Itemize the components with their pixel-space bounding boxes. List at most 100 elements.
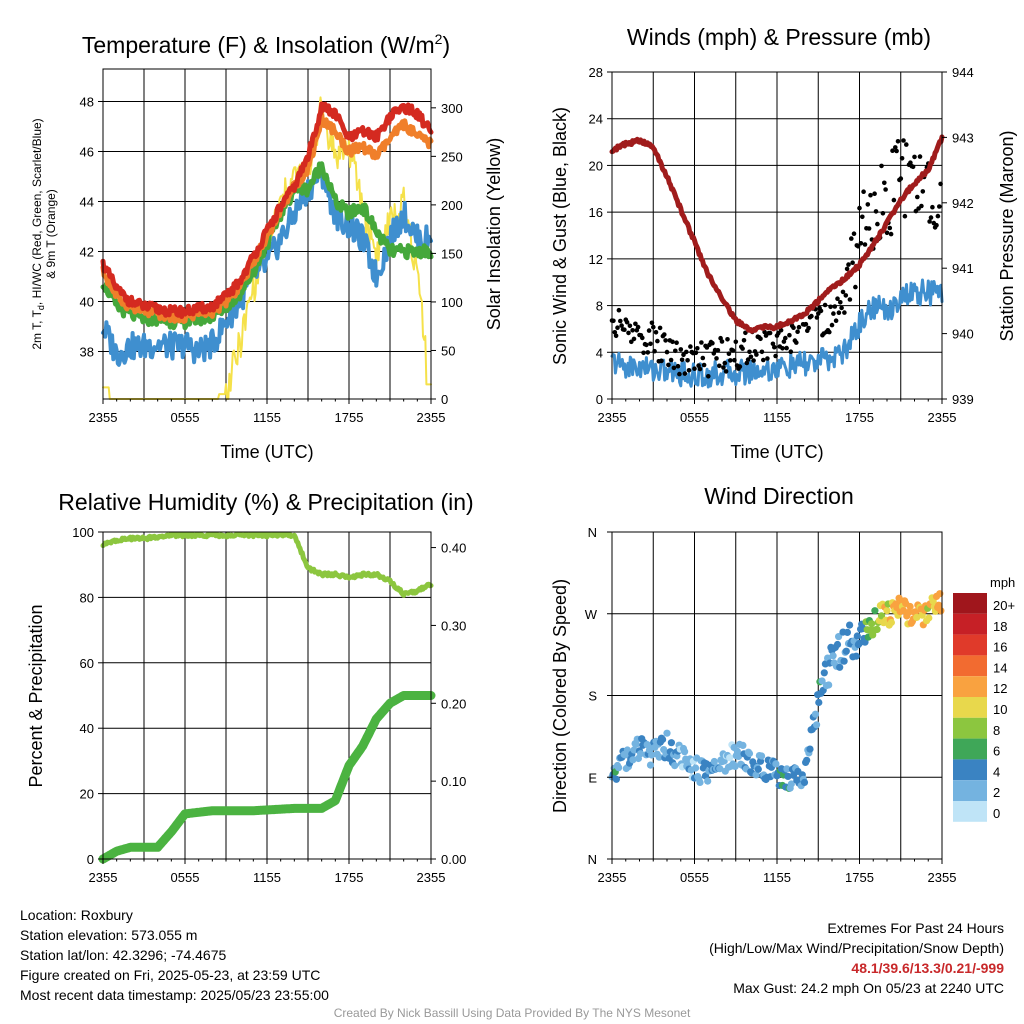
direction-point xyxy=(800,778,809,787)
direction-point xyxy=(612,775,621,783)
direction-point xyxy=(806,745,814,753)
direction-point xyxy=(716,765,724,773)
y2-tick-label: 200 xyxy=(441,198,463,213)
y2-tick-label: 941 xyxy=(952,261,974,276)
legend-label: 18 xyxy=(993,619,1007,634)
gust-point xyxy=(851,231,857,236)
gust-point xyxy=(840,289,846,295)
gust-point xyxy=(831,311,836,316)
temp2m-line xyxy=(100,101,434,319)
direction-point xyxy=(803,756,811,764)
legend-label: 14 xyxy=(993,660,1007,675)
x-tick-label: 1155 xyxy=(253,410,281,425)
gust-point xyxy=(701,362,707,368)
legend-label: 16 xyxy=(993,640,1007,655)
y2-tick-label: 939 xyxy=(952,392,974,407)
gust-point xyxy=(862,242,868,247)
gust-point xyxy=(728,358,733,363)
gust-point xyxy=(722,360,728,366)
gust-point xyxy=(898,176,904,181)
x-tick-label: 1755 xyxy=(845,870,874,885)
gust-point xyxy=(619,323,624,328)
gust-point xyxy=(622,327,627,333)
gust-point xyxy=(666,362,671,368)
x-tick-label: 2355 xyxy=(928,870,957,885)
gust-point xyxy=(668,357,674,363)
direction-point xyxy=(787,780,795,788)
y-tick-label: 38 xyxy=(80,345,94,360)
gust-point xyxy=(670,339,675,345)
direction-point xyxy=(913,613,921,622)
rh-xticks: 2355 0555 1155 1755 2355 xyxy=(89,859,445,885)
y-tick-label: 100 xyxy=(72,525,94,540)
gust-point xyxy=(733,339,739,345)
gust-point xyxy=(787,332,792,338)
y2-tick-label: 250 xyxy=(441,149,463,164)
x-tick-label: 2355 xyxy=(417,410,446,425)
gust-point xyxy=(648,341,653,347)
x-tick-label: 2355 xyxy=(89,870,118,885)
gust-point xyxy=(737,364,743,369)
gust-point xyxy=(758,336,763,342)
direction-point xyxy=(772,760,780,768)
gust-point xyxy=(612,330,618,335)
extremes-subtitle: (High/Low/Max Wind/Precipitation/Snow De… xyxy=(709,940,1004,956)
gust-point xyxy=(901,138,906,143)
gust-point xyxy=(930,204,935,210)
gust-point xyxy=(624,319,630,325)
temp-yticks-right: 300 250 200 150 100 50 0 xyxy=(431,101,463,407)
legend-swatch xyxy=(953,759,987,781)
gust-point xyxy=(613,333,619,339)
extremes-box: Extremes For Past 24 Hours (High/Low/Max… xyxy=(709,918,1004,998)
y2-tick-label: 50 xyxy=(441,343,455,358)
gust-point xyxy=(730,348,736,353)
rh-line xyxy=(100,531,434,598)
station-info: Location: Roxbury Station elevation: 573… xyxy=(20,905,329,1005)
legend-label: 4 xyxy=(993,764,1000,779)
direction-point xyxy=(615,764,623,772)
gust-point xyxy=(627,323,633,329)
direction-point xyxy=(853,632,861,640)
gust-point xyxy=(910,164,916,170)
y-tick-label: 20 xyxy=(80,787,94,802)
y-tick-label: 16 xyxy=(589,205,603,220)
gust-point xyxy=(893,145,898,150)
gust-point xyxy=(839,305,844,311)
gust-point xyxy=(833,318,839,324)
y-tick-label: 4 xyxy=(596,345,603,360)
direction-point xyxy=(646,761,655,769)
gust-point xyxy=(865,202,871,207)
direction-point xyxy=(731,762,739,771)
y-tick-label: 48 xyxy=(80,95,94,110)
gust-point xyxy=(829,322,835,328)
y-tick-label: 0 xyxy=(596,392,603,407)
direction-point xyxy=(829,652,837,660)
y-tick-label: E xyxy=(588,770,597,785)
gust-point xyxy=(814,315,820,320)
rh-panel: Relative Humidity (%) & Precipitation (i… xyxy=(26,489,474,885)
gust-point xyxy=(655,338,660,344)
legend-swatch xyxy=(953,676,987,697)
gust-point xyxy=(784,345,789,351)
x-tick-label: 2355 xyxy=(89,410,118,425)
gust-point xyxy=(615,325,620,331)
wind-ylabel-left: Sonic Wind & Gust (Blue, Black) xyxy=(550,107,570,365)
gust-point xyxy=(883,187,888,192)
direction-point xyxy=(873,625,881,634)
gust-point xyxy=(917,154,923,159)
gust-point xyxy=(902,213,908,219)
direction-point xyxy=(843,628,852,637)
gust-point xyxy=(751,358,756,363)
gust-point xyxy=(686,368,692,373)
gust-point xyxy=(795,329,800,335)
legend-swatch xyxy=(953,697,987,718)
gust-point xyxy=(652,348,657,354)
gust-point xyxy=(818,308,824,314)
gust-point xyxy=(908,160,913,165)
direction-point xyxy=(643,741,651,749)
gust-point xyxy=(796,324,802,330)
gust-point xyxy=(828,304,833,310)
gust-point xyxy=(700,355,706,361)
y2-tick-label: 150 xyxy=(441,246,463,261)
gust-point xyxy=(873,209,879,214)
